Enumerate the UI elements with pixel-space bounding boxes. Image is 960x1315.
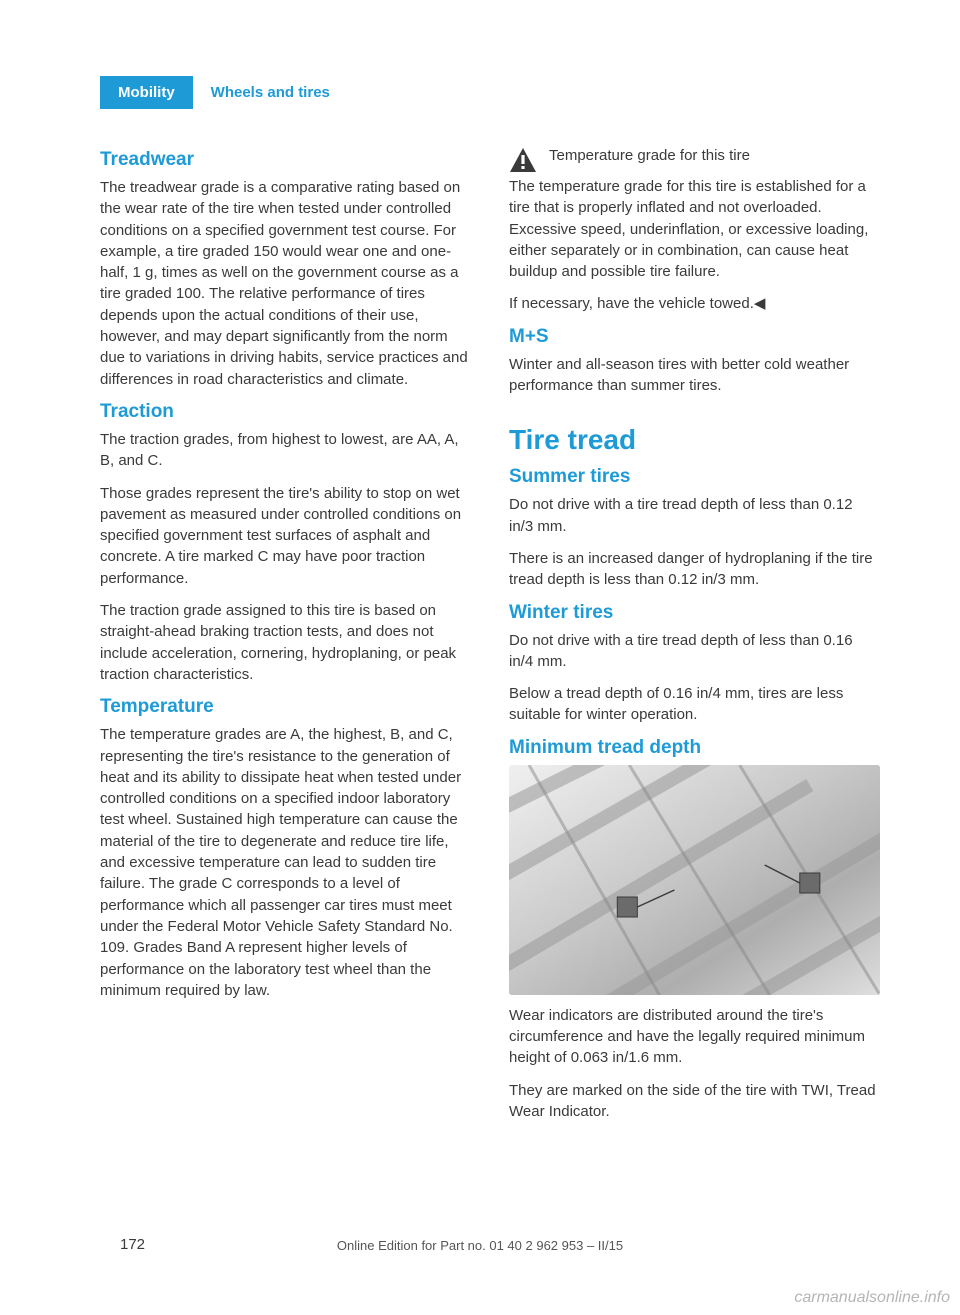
body-text: They are marked on the side of the tire … xyxy=(509,1080,880,1123)
footer-edition-line: Online Edition for Part no. 01 40 2 962 … xyxy=(0,1238,960,1253)
header-tab-mobility: Mobility xyxy=(100,76,193,109)
body-text: The temperature grades are A, the highes… xyxy=(100,724,471,1001)
body-text: The treadwear grade is a comparative rat… xyxy=(100,177,471,390)
body-text: Winter and all-season tires with better … xyxy=(509,354,880,397)
body-text: Do not drive with a tire tread depth of … xyxy=(509,630,880,673)
body-text: Do not drive with a tire tread depth of … xyxy=(509,494,880,537)
page-header: Mobility Wheels and tires xyxy=(100,76,880,109)
tire-tread-illustration xyxy=(509,765,880,995)
body-text: Those grades represent the tire's abilit… xyxy=(100,483,471,589)
body-text: Wear indicators are distributed around t… xyxy=(509,1005,880,1069)
manual-page: Mobility Wheels and tires Treadwear The … xyxy=(0,0,960,1173)
warning-title: Temperature grade for this tire xyxy=(549,145,880,166)
heading-ms: M+S xyxy=(509,326,880,348)
warning-triangle-icon xyxy=(509,147,537,178)
major-heading-tire-tread: Tire tread xyxy=(509,424,880,456)
body-text: There is an increased danger of hydropla… xyxy=(509,548,880,591)
right-column: Temperature grade for this tire The temp… xyxy=(509,145,880,1133)
heading-winter-tires: Winter tires xyxy=(509,602,880,624)
watermark: carmanualsonline.info xyxy=(794,1289,950,1307)
heading-traction: Traction xyxy=(100,401,471,423)
body-text: The traction grade assigned to this tire… xyxy=(100,600,471,685)
left-column: Treadwear The treadwear grade is a compa… xyxy=(100,145,471,1133)
header-subtitle: Wheels and tires xyxy=(193,76,348,109)
heading-treadwear: Treadwear xyxy=(100,149,471,171)
warning-block: Temperature grade for this tire xyxy=(509,145,880,178)
body-text: Below a tread depth of 0.16 in/4 mm, tir… xyxy=(509,683,880,726)
warning-after: If necessary, have the vehicle towed.◀ xyxy=(509,293,880,314)
content-columns: Treadwear The treadwear grade is a compa… xyxy=(100,145,880,1133)
warning-body: The temperature grade for this tire is e… xyxy=(509,176,880,282)
heading-summer-tires: Summer tires xyxy=(509,466,880,488)
warning-text: Temperature grade for this tire xyxy=(549,145,880,178)
heading-min-tread: Minimum tread depth xyxy=(509,737,880,759)
body-text: The traction grades, from highest to low… xyxy=(100,429,471,472)
heading-temperature: Temperature xyxy=(100,696,471,718)
